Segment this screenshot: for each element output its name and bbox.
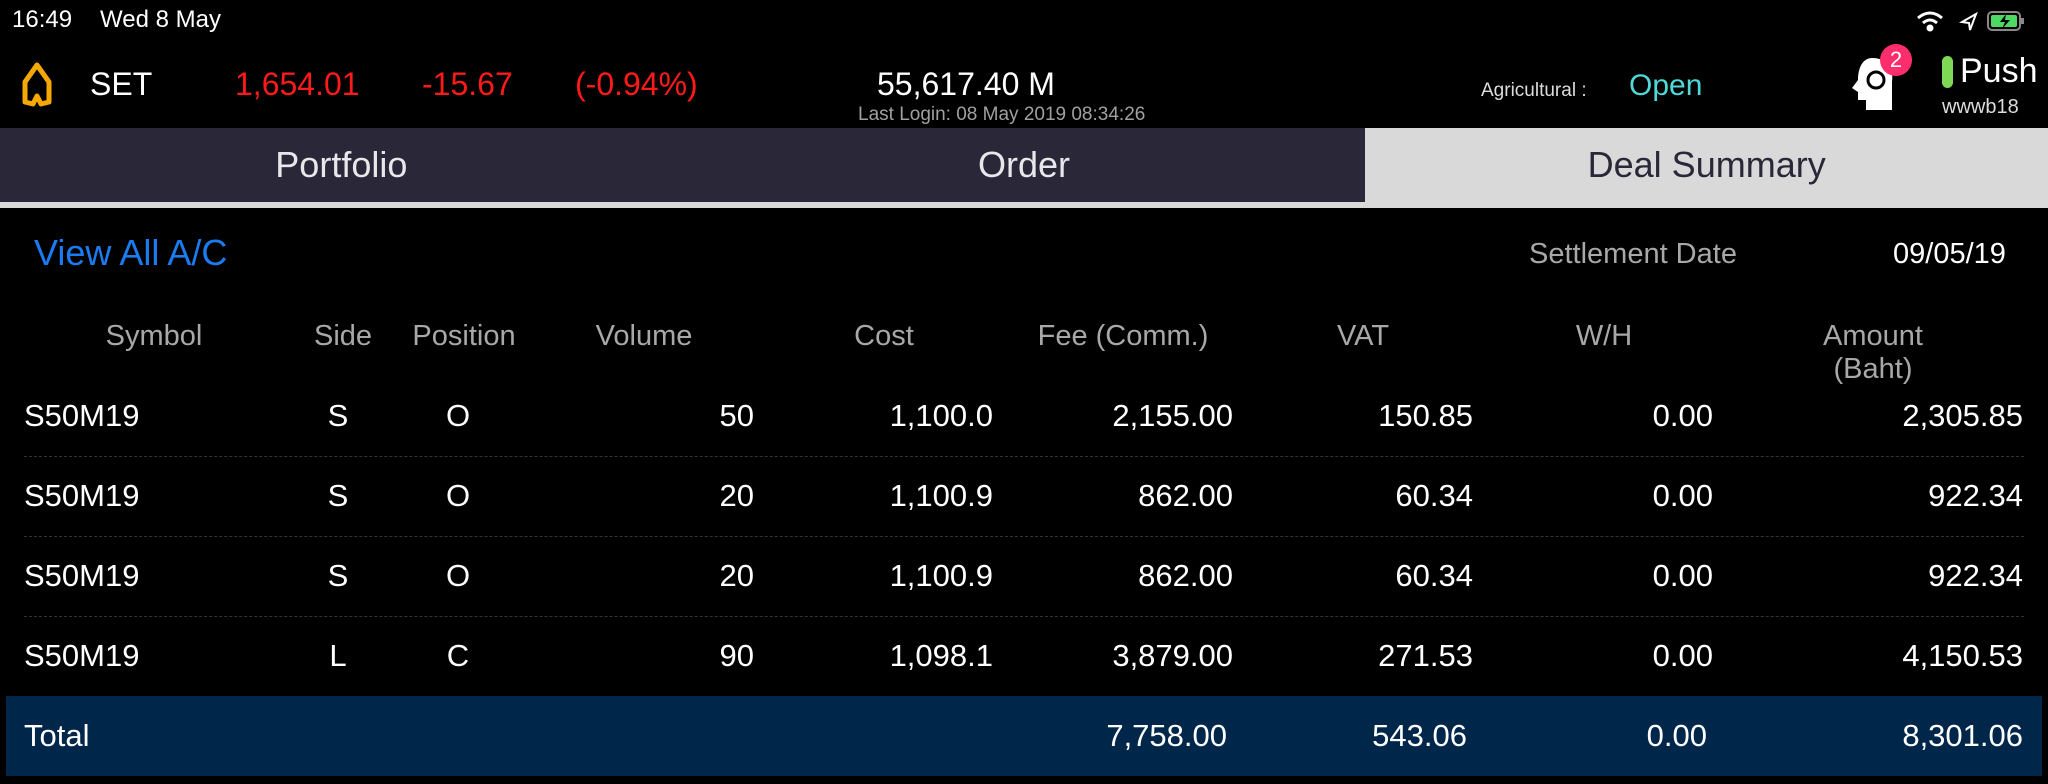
- cell-position: O: [445, 398, 471, 433]
- cell-fee: 2,155.00: [1112, 398, 1233, 433]
- notification-badge: 2: [1880, 44, 1912, 76]
- cell-fee: 3,879.00: [1112, 638, 1233, 673]
- col-side: Side: [313, 320, 373, 352]
- table-row[interactable]: S50M19 S O 20 1,100.9 862.00 60.34 0.00 922.34: [24, 536, 2024, 617]
- col-amount: Amount (Baht): [1823, 320, 1923, 385]
- cell-side: S: [327, 558, 349, 593]
- push-button[interactable]: Push: [1960, 52, 2038, 90]
- total-fee: 7,758.00: [1106, 718, 1227, 753]
- cell-vat: 150.85: [1378, 398, 1473, 433]
- cell-cost: 1,100.9: [889, 558, 993, 593]
- total-row: Total 7,758.00 543.06 0.00 8,301.06: [6, 696, 2042, 776]
- table-row[interactable]: S50M19 L C 90 1,098.1 3,879.00 271.53 0.00 4,150…: [24, 616, 2024, 697]
- cell-side: S: [327, 478, 349, 513]
- cell-vat: 60.34: [1395, 558, 1473, 593]
- battery-charging-icon: [1987, 11, 2024, 31]
- market-status: Open: [1629, 69, 1703, 102]
- total-vat: 543.06: [1372, 718, 1467, 753]
- cell-side: S: [327, 398, 349, 433]
- col-wh: W/H: [1575, 320, 1633, 352]
- wifi-icon: [1917, 11, 1943, 32]
- total-label: Total: [24, 718, 90, 753]
- last-login: Last Login: 08 May 2019 08:34:26: [858, 104, 1146, 125]
- table-row[interactable]: S50M19 S O 50 1,100.0 2,155.00 150.85 0.00 2,305…: [24, 376, 2024, 457]
- cell-symbol: S50M19: [24, 398, 140, 433]
- col-symbol: Symbol: [105, 320, 203, 352]
- col-vat: VAT: [1336, 320, 1390, 352]
- index-value: 1,654.01: [235, 66, 360, 102]
- cell-wh: 0.00: [1652, 398, 1713, 433]
- tab-portfolio[interactable]: Portfolio: [275, 144, 408, 185]
- cell-volume: 20: [719, 558, 754, 593]
- cell-amount: 4,150.53: [1902, 638, 2023, 673]
- cell-cost: 1,100.0: [889, 398, 993, 433]
- cell-cost: 1,100.9: [889, 478, 993, 513]
- cell-vat: 271.53: [1378, 638, 1473, 673]
- cell-fee: 862.00: [1138, 558, 1233, 593]
- status-date: Wed 8 May: [100, 6, 221, 33]
- status-time: 16:49: [12, 6, 73, 33]
- push-indicator: [1942, 56, 1953, 88]
- cell-amount: 2,305.85: [1902, 398, 2023, 433]
- tab-deal-summary[interactable]: Deal Summary: [1365, 128, 2048, 202]
- cell-side: L: [329, 638, 347, 673]
- tab-divider: [0, 202, 2048, 208]
- cell-amount: 922.34: [1928, 558, 2023, 593]
- cell-volume: 20: [719, 478, 754, 513]
- table-row[interactable]: S50M19 S O 20 1,100.9 862.00 60.34 0.00 922.34: [24, 456, 2024, 537]
- cell-wh: 0.00: [1652, 558, 1713, 593]
- col-cost: Cost: [854, 320, 914, 352]
- cell-position: C: [446, 638, 470, 673]
- notification-head-icon[interactable]: [1850, 54, 1900, 112]
- cell-cost: 1,098.1: [889, 638, 993, 673]
- view-all-accounts-link[interactable]: View All A/C: [34, 232, 228, 273]
- cell-amount: 922.34: [1928, 478, 2023, 513]
- cell-position: O: [445, 478, 471, 513]
- cell-wh: 0.00: [1652, 478, 1713, 513]
- col-volume: Volume: [595, 320, 693, 352]
- cell-symbol: S50M19: [24, 638, 140, 673]
- market-value: 55,617.40 M: [877, 66, 1055, 102]
- index-name: SET: [90, 66, 153, 102]
- index-change: -15.67: [422, 66, 513, 102]
- settlement-date-label: Settlement Date: [1529, 238, 1737, 270]
- cell-symbol: S50M19: [24, 478, 140, 513]
- cell-wh: 0.00: [1652, 638, 1713, 673]
- col-fee: Fee (Comm.): [1037, 320, 1209, 352]
- index-change-pct: (-0.94%): [575, 66, 698, 102]
- status-icons: [1917, 11, 2024, 32]
- tab-order[interactable]: Order: [977, 144, 1071, 185]
- cell-vat: 60.34: [1395, 478, 1473, 513]
- cell-volume: 50: [719, 398, 754, 433]
- market-label: Agricultural :: [1481, 80, 1587, 101]
- total-amount: 8,301.06: [1902, 718, 2023, 753]
- cell-symbol: S50M19: [24, 558, 140, 593]
- cell-volume: 90: [719, 638, 754, 673]
- settlement-date-value: 09/05/19: [1893, 238, 2006, 270]
- cell-fee: 862.00: [1138, 478, 1233, 513]
- set-logo-icon: [22, 62, 52, 107]
- location-arrow-icon: [1958, 11, 1978, 31]
- col-position: Position: [412, 320, 516, 352]
- cell-position: O: [445, 558, 471, 593]
- username: wwwb18: [1942, 96, 2019, 118]
- total-wh: 0.00: [1646, 718, 1707, 753]
- tab-bar: Portfolio Order Deal Summary: [0, 128, 2048, 202]
